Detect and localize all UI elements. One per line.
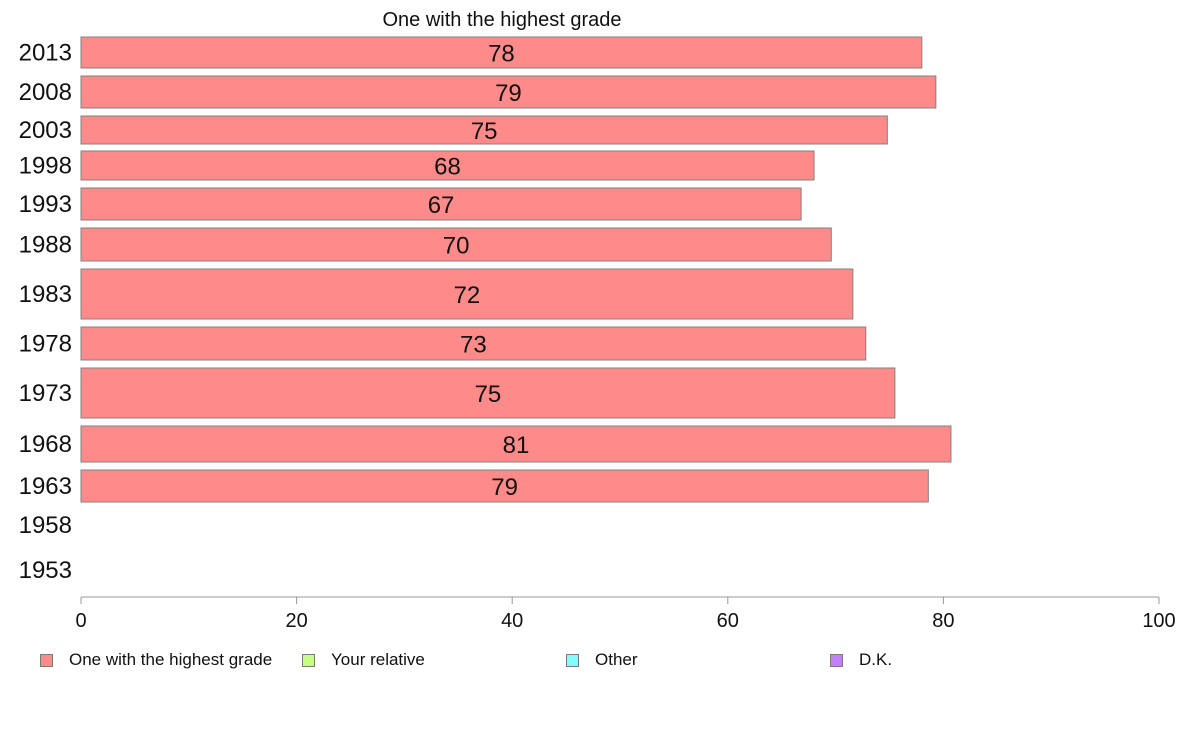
category-label: 1998 <box>19 153 72 180</box>
bar <box>80 150 815 181</box>
legend-swatch <box>566 653 579 667</box>
bar-value-label: 68 <box>434 154 461 181</box>
bar-value-label: 70 <box>443 233 470 260</box>
category-label: 1973 <box>19 380 72 407</box>
category-label: 2003 <box>19 117 72 144</box>
bar <box>80 326 867 361</box>
bar-value-label: 78 <box>488 41 515 68</box>
category-label: 1983 <box>19 281 72 308</box>
x-axis: 0 20 40 60 80 100 <box>75 596 1176 632</box>
bar-value-label: 75 <box>471 118 498 145</box>
category-label: 1968 <box>19 431 72 458</box>
category-label: 1953 <box>19 557 72 584</box>
bar-value-label: 81 <box>503 432 530 459</box>
bar <box>80 115 888 145</box>
bar <box>80 425 952 463</box>
legend-item: One with the highest grade <box>40 650 272 670</box>
bar <box>80 268 854 320</box>
legend-item: Other <box>566 650 638 670</box>
bar <box>80 227 832 262</box>
x-tick-label: 0 <box>75 610 86 632</box>
category-label: 2013 <box>19 40 72 67</box>
x-tick-label: 40 <box>501 610 523 632</box>
bar-value-label: 79 <box>491 474 518 501</box>
category-label: 2008 <box>19 79 72 106</box>
bar <box>80 187 802 221</box>
bar-value-label: 75 <box>475 381 502 408</box>
legend-label: D.K. <box>859 650 893 669</box>
bar-value-label: 73 <box>460 332 487 359</box>
legend-label: Other <box>595 650 638 669</box>
legend-swatch <box>302 653 315 667</box>
legend-label: Your relative <box>331 650 425 669</box>
bar <box>80 75 937 109</box>
category-label: 1978 <box>19 331 72 358</box>
category-labels: 2013 2008 2003 1998 1993 1988 1983 1978 1973 1968… <box>19 40 72 585</box>
category-label: 1993 <box>19 191 72 218</box>
bar-value-label: 72 <box>454 282 481 309</box>
legend: One with the highest grade Your relative O… <box>40 650 1140 670</box>
category-label: 1988 <box>19 232 72 259</box>
legend-item: D.K. <box>830 650 892 670</box>
category-label: 1958 <box>19 512 72 539</box>
x-tick-label: 100 <box>1142 610 1175 632</box>
x-tick-label: 20 <box>285 610 307 632</box>
x-tick-label: 80 <box>932 610 954 632</box>
category-label: 1963 <box>19 473 72 500</box>
chart-title: One with the highest grade <box>382 9 621 31</box>
legend-swatch <box>40 653 53 667</box>
legend-swatch <box>830 653 843 667</box>
bar-value-label: 79 <box>495 80 522 107</box>
x-tick-label: 60 <box>717 610 739 632</box>
bar <box>80 36 923 69</box>
bar-value-label: 67 <box>428 192 455 219</box>
legend-label: One with the highest grade <box>69 650 273 669</box>
bar <box>80 367 896 419</box>
bar <box>80 469 929 503</box>
legend-item: Your relative <box>302 650 425 670</box>
